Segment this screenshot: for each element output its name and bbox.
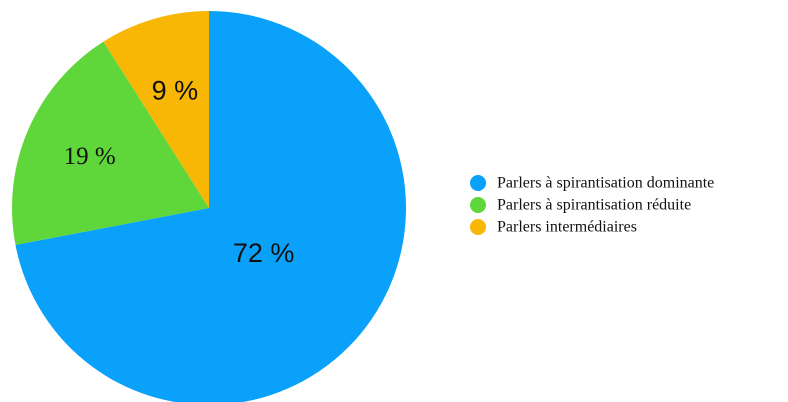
pie-slice-3 [103,11,209,208]
slice-label-2: 19 % [64,143,116,170]
pie-slices [11,11,406,402]
legend-item-3: Parlers intermédiaires [470,219,637,236]
slice-label-3: 9 % [152,76,199,106]
legend-label: Parlers intermédiaires [497,219,637,236]
legend-swatch [470,197,486,213]
pie-slice-2 [11,41,209,245]
slice-label-1: 72 % [233,238,295,268]
legend: Parlers à spirantisation dominante Parler… [470,175,714,236]
pie-slice-labels: 72 % 19 % 9 % [64,76,295,268]
legend-swatch [470,219,486,235]
legend-item-1: Parlers à spirantisation dominante [470,175,714,192]
legend-label: Parlers à spirantisation réduite [497,197,691,214]
legend-label: Parlers à spirantisation dominante [497,175,714,192]
legend-item-2: Parlers à spirantisation réduite [470,197,691,214]
legend-swatch [470,175,486,191]
pie-slice-1 [15,11,406,402]
